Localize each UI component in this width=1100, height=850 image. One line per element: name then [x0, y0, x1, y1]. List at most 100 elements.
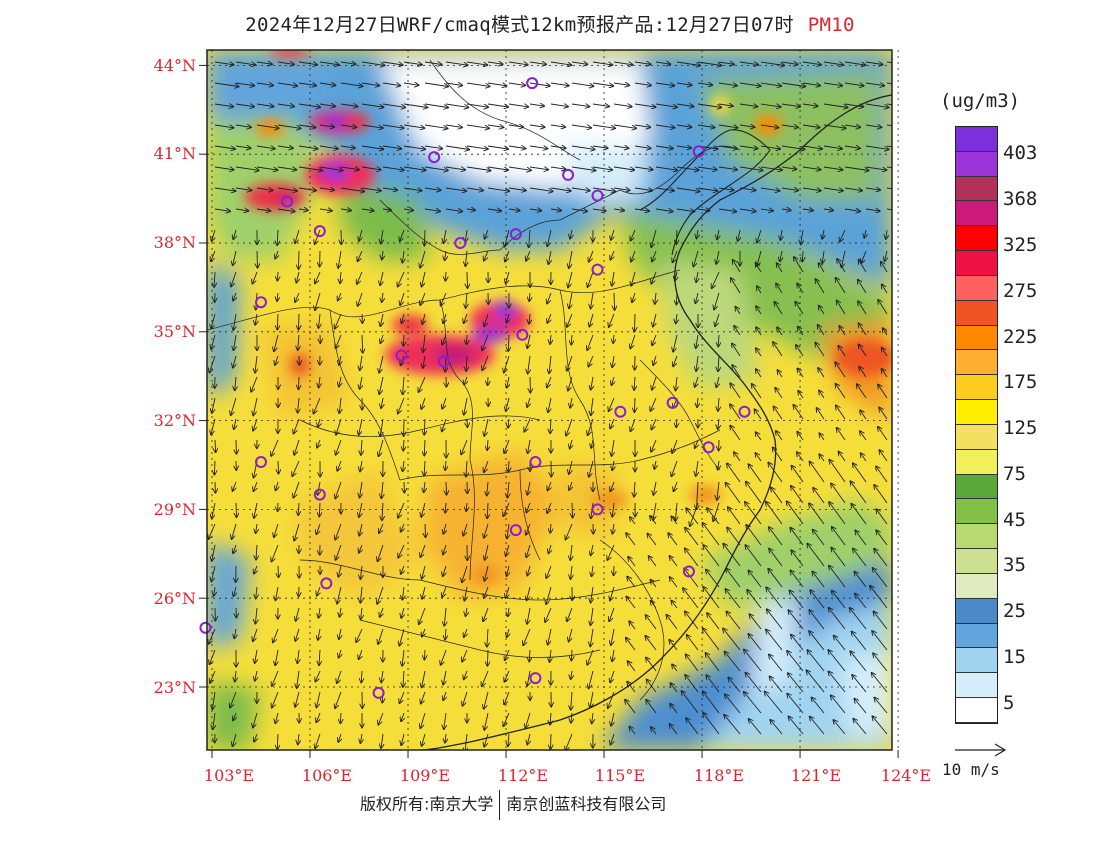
wind-arrow: [256, 124, 279, 128]
wind-arrow: [379, 376, 384, 394]
wind-arrow: [235, 166, 259, 170]
wind-arrow: [613, 124, 636, 128]
wind-arrow: [214, 82, 239, 87]
wind-arrow: [527, 481, 530, 495]
wind-arrow: [651, 271, 657, 284]
wind-arrow: [878, 427, 888, 441]
wind-arrow: [252, 271, 258, 284]
wind-arrow: [528, 355, 530, 374]
wind-arrow: [400, 691, 405, 703]
wind-arrow: [275, 712, 278, 723]
wind-arrow: [655, 292, 656, 304]
wind-arrow: [294, 439, 300, 455]
wind-arrow: [724, 715, 741, 735]
wind-arrow: [551, 733, 552, 749]
wind-arrow: [732, 365, 741, 378]
wind-arrow: [626, 533, 636, 546]
wind-arrow: [315, 292, 321, 310]
wind-arrow: [441, 649, 447, 665]
wind-arrow: [697, 481, 699, 509]
wind-arrow: [787, 501, 804, 525]
wind-arrow: [676, 209, 694, 212]
wind-arrow: [319, 188, 334, 190]
wind-arrow: [718, 460, 719, 470]
wind-arrow: [651, 580, 657, 588]
wind-arrow: [423, 334, 425, 352]
wind-arrow: [839, 452, 846, 462]
wind-arrow: [613, 104, 632, 107]
wind-arrow: [879, 408, 888, 420]
wind-arrow: [466, 292, 467, 308]
wind-arrow: [673, 334, 678, 352]
wind-arrow: [611, 733, 615, 745]
wind-arrow: [422, 313, 425, 324]
wind-arrow: [233, 733, 237, 746]
wind-arrow: [684, 568, 699, 588]
wind-arrow: [445, 460, 446, 470]
wind-arrow: [361, 167, 381, 170]
wind-arrow: [610, 586, 615, 600]
wind-arrow: [760, 82, 781, 86]
wind-arrow: [298, 125, 316, 128]
wind-arrow: [362, 334, 363, 353]
wind-arrow: [671, 460, 678, 476]
wind-arrow: [832, 591, 846, 609]
wind-arrow: [609, 313, 615, 327]
wind-arrow: [634, 188, 652, 191]
wind-arrow: [823, 103, 848, 108]
wind-arrow: [298, 62, 317, 65]
wind-arrow: [234, 586, 237, 596]
wind-arrow: [382, 209, 391, 210]
wind-arrow: [651, 727, 657, 735]
wind-arrow: [859, 323, 867, 336]
wind-arrow: [823, 61, 843, 65]
wind-arrow: [813, 488, 825, 504]
wind-arrow: [317, 439, 320, 448]
wind-arrow: [802, 250, 803, 262]
wind-arrow: [774, 406, 783, 420]
wind-arrow: [876, 509, 888, 525]
wind-arrow: [508, 460, 509, 472]
legend-swatch: [956, 375, 997, 401]
wind-arrow: [256, 83, 273, 85]
wind-arrow: [854, 572, 867, 588]
wind-arrow: [420, 544, 426, 557]
wind-arrow: [235, 188, 252, 190]
wind-arrow: [628, 661, 636, 672]
wind-arrow: [777, 263, 783, 273]
wind-arrow: [886, 103, 892, 106]
wind-arrow: [359, 502, 362, 517]
wind-arrow: [382, 166, 404, 170]
wind-arrow: [359, 544, 362, 553]
wind-arrow: [587, 334, 594, 350]
wind-arrow: [728, 507, 741, 525]
lat-label: 26°N: [153, 589, 196, 608]
legend-swatch: [956, 350, 997, 376]
wind-arrow: [813, 530, 825, 546]
wind-arrow: [233, 250, 237, 265]
wind-arrow: [504, 691, 510, 704]
wind-arrow: [718, 125, 738, 128]
wind-arrow: [723, 628, 741, 651]
wind-arrow: [795, 302, 804, 315]
wind-arrow: [697, 397, 698, 407]
wind-arrow: [550, 167, 566, 169]
wind-arrow: [209, 628, 216, 644]
wind-arrow: [570, 397, 572, 408]
legend-swatch: [956, 151, 997, 177]
wind-arrow: [614, 292, 615, 310]
wind-arrow: [592, 104, 609, 106]
wind-arrow: [340, 187, 364, 192]
wind-arrow: [484, 733, 489, 747]
wind-arrow: [717, 229, 719, 239]
wind-arrow: [873, 653, 888, 672]
wind-arrow: [831, 695, 846, 714]
wind-arrow: [234, 418, 236, 429]
wind-arrow: [770, 676, 783, 693]
wind-arrow: [854, 699, 867, 714]
wind-arrow: [361, 124, 383, 128]
legend-tick: 175: [1003, 371, 1038, 393]
wind-arrow: [484, 712, 489, 730]
wind-arrow: [571, 565, 573, 579]
wind-arrow: [546, 565, 552, 578]
